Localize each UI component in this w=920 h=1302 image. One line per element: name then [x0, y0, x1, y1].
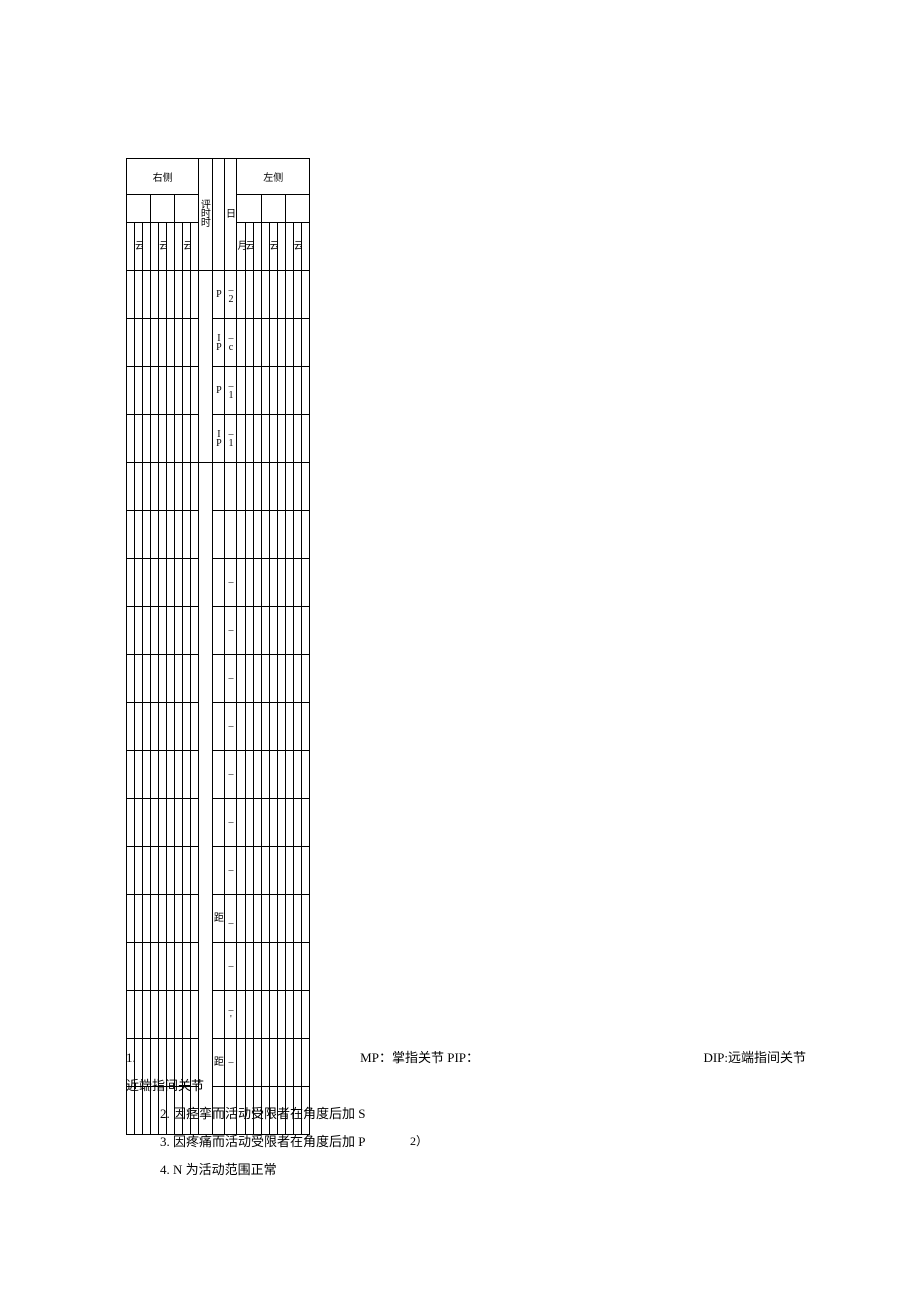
note-1-cont: 近端指间关节 — [126, 1072, 806, 1100]
date-col — [213, 159, 225, 271]
data-row-10b: – — [127, 751, 310, 799]
data-row-8: – — [127, 607, 310, 655]
blank-center: 日 — [225, 159, 237, 271]
yun-6: 云 — [293, 223, 301, 271]
b1-label: 距 — [213, 895, 225, 943]
date-label: 日 — [226, 209, 236, 220]
assessment-table: 右侧 评 时 时 日 左侧 云 云 云 月 云 云 云 — [126, 158, 310, 1135]
moment-label: 时 — [201, 218, 211, 229]
page-number: 2） — [410, 1132, 428, 1149]
center-3b: –1 — [225, 367, 237, 415]
yun-5: 云 — [269, 223, 277, 271]
eval-col: 评 时 时 — [199, 159, 213, 271]
data-row-3: P –1 — [127, 367, 310, 415]
data-row-14: – — [127, 943, 310, 991]
note-1-right: DIP:远端指间关节 — [703, 1044, 806, 1072]
center-1b: –2 — [225, 271, 237, 319]
footer-notes: 1. MP：掌指关节 PIP： DIP:远端指间关节 近端指间关节 2. 因痉挛… — [126, 1044, 806, 1184]
dash-10b: – — [225, 751, 237, 799]
yun-3: 云 — [183, 223, 191, 271]
dash-10: – — [225, 703, 237, 751]
data-row-2: IP –c — [127, 319, 310, 367]
dash-15: –' — [225, 991, 237, 1039]
center-2a: IP — [213, 319, 225, 367]
group-1: 月 — [237, 223, 245, 271]
center-4a: IP — [213, 415, 225, 463]
note-3: 3. 因疼痛而活动受限者在角度后加 P — [160, 1128, 806, 1156]
yun-2: 云 — [159, 223, 167, 271]
data-row-9: – — [127, 655, 310, 703]
dash-13: – — [225, 895, 237, 943]
dash-8: – — [225, 607, 237, 655]
dash-14: – — [225, 943, 237, 991]
dash-9: – — [225, 655, 237, 703]
center-4b: –1 — [225, 415, 237, 463]
center-2b: –c — [225, 319, 237, 367]
left-side-header: 左侧 — [237, 159, 310, 195]
data-row-5 — [127, 463, 310, 511]
yun-1: 云 — [135, 223, 143, 271]
note-4: 4. N 为活动范围正常 — [160, 1156, 806, 1184]
data-row-6 — [127, 511, 310, 559]
data-row-12: – — [127, 847, 310, 895]
header-row-1: 右侧 评 时 时 日 左侧 — [127, 159, 310, 195]
note-1-mid: MP：掌指关节 PIP： — [360, 1044, 479, 1072]
center-1a: P — [213, 271, 225, 319]
data-row-7: – — [127, 559, 310, 607]
data-row-4: IP –1 — [127, 415, 310, 463]
center-3a: P — [213, 367, 225, 415]
dash-11: – — [225, 799, 237, 847]
data-row-15: –' — [127, 991, 310, 1039]
data-row-13: 距 – — [127, 895, 310, 943]
note-1-left: 1. — [126, 1044, 136, 1072]
note-2: 2. 因痉挛而活动受限者在角度后加 S — [160, 1100, 806, 1128]
data-row-10: – — [127, 703, 310, 751]
data-row-11: – — [127, 799, 310, 847]
data-row-1: P –2 — [127, 271, 310, 319]
dash-7: – — [225, 559, 237, 607]
dash-12: – — [225, 847, 237, 895]
yun-4: 云 — [245, 223, 253, 271]
right-side-header: 右侧 — [127, 159, 199, 195]
note-1-row: 1. MP：掌指关节 PIP： DIP:远端指间关节 — [126, 1044, 806, 1072]
